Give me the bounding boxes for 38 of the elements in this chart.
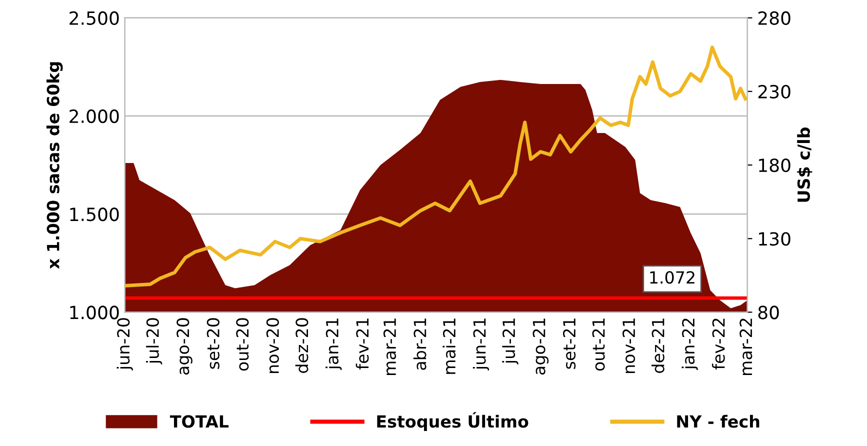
x-tick-label: dez-21 — [651, 318, 664, 373]
x-tick-label: set-20 — [206, 318, 220, 369]
x-tick-label: dez-20 — [295, 318, 308, 373]
x-tick-label: jun-20 — [116, 318, 133, 370]
y2-tick-label: 230 — [758, 84, 790, 99]
x-tick-label: mai-21 — [442, 318, 456, 374]
x-tick-label: out-20 — [236, 318, 249, 371]
x-tick-label: ago-21 — [532, 318, 549, 375]
legend-label: NY - fech — [677, 414, 760, 428]
x-tick-label: fev-21 — [356, 318, 369, 370]
x-tick-label: jul-21 — [502, 318, 518, 364]
x-tick-label: nov-21 — [622, 318, 636, 373]
y-axis-title: x 1.000 sacas de 60kg — [46, 62, 63, 269]
x-tick-label: abr-21 — [413, 318, 426, 370]
x-tick-label: mar-22 — [740, 318, 752, 376]
line-series — [124, 46, 748, 288]
x-tick-label: jan-21 — [326, 318, 342, 370]
y2-tick-label: 130 — [759, 232, 790, 246]
x-tick-label: mar-21 — [383, 318, 396, 376]
x-tick-label: jul-20 — [146, 318, 162, 364]
x-tick-label: nov-20 — [266, 318, 279, 373]
legend-label: TOTAL — [170, 415, 229, 428]
x-tick-label: ago-20 — [176, 318, 192, 375]
x-tick-label: out-21 — [592, 318, 605, 371]
y2-tick-label: 80 — [758, 306, 779, 320]
y-tick-label: 1.000 — [70, 306, 119, 320]
y-tick-label: 2.000 — [70, 109, 119, 124]
x-tick-label: jun-21 — [472, 318, 490, 370]
y2-tick-label: 180 — [759, 158, 790, 172]
y2-tick-label: 280 — [758, 11, 790, 25]
annotation: 1.072 — [650, 271, 694, 284]
y-tick-label: 1.500 — [70, 208, 119, 222]
y-tick-label: 2.500 — [70, 11, 119, 25]
y2-axis-title: US$ c/lb — [797, 127, 812, 202]
x-tick-label: fev-22 — [712, 318, 725, 370]
legend-label: Estoques Último — [377, 412, 528, 431]
x-tick-label: jan-22 — [682, 318, 698, 370]
x-tick-label: set-21 — [562, 318, 576, 369]
